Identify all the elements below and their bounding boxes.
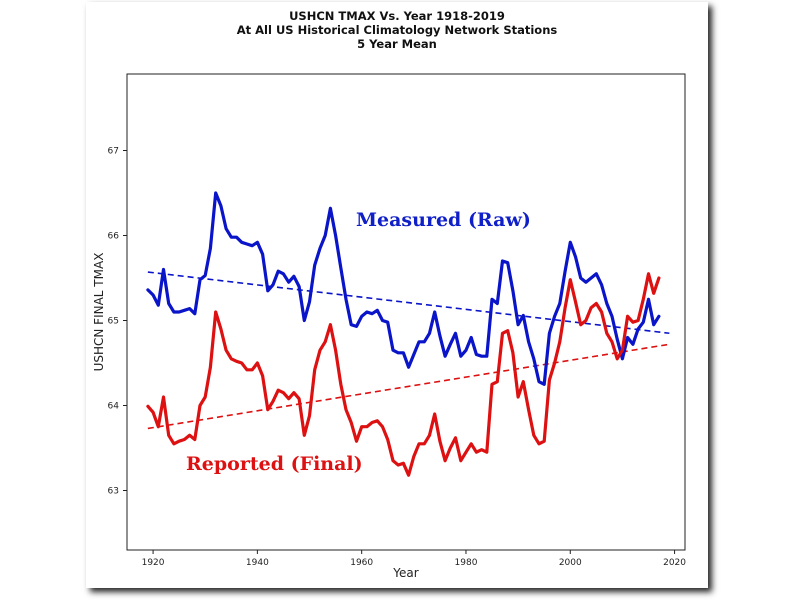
y-tick-label: 65	[108, 317, 119, 327]
series-lines	[146, 191, 661, 477]
y-axis-label: USHCN FINAL TMAX	[92, 253, 106, 372]
trend-line-0	[147, 271, 670, 335]
chart-subtitle-2: 5 Year Mean	[357, 37, 437, 51]
measured-raw-annotation: Measured (Raw)	[356, 209, 531, 231]
x-tick-label: 1980	[455, 558, 478, 568]
x-axis-ticks: 1920 1940 1960 1980 2000 2020	[142, 550, 686, 568]
chart-subtitle: At All US Historical Climatology Network…	[236, 23, 558, 37]
y-tick-label: 67	[108, 147, 119, 157]
trend-line-1	[147, 343, 670, 430]
series-line-1	[146, 272, 661, 477]
x-tick-label: 2000	[559, 558, 582, 568]
reported-final-annotation: Reported (Final)	[186, 453, 363, 475]
y-tick-label: 66	[108, 232, 120, 242]
y-tick-label: 64	[108, 402, 120, 412]
x-axis-label: Year	[392, 566, 418, 580]
plot-area	[126, 73, 686, 551]
trend-lines	[147, 271, 670, 430]
x-tick-label: 1940	[246, 558, 269, 568]
chart-titles: USHCN TMAX Vs. Year 1918-2019 At All US …	[86, 9, 708, 51]
x-tick-label: 1960	[350, 558, 373, 568]
chart-title: USHCN TMAX Vs. Year 1918-2019	[289, 9, 505, 23]
series-line-0	[146, 191, 661, 386]
y-tick-label: 63	[108, 487, 119, 497]
y-axis-ticks: 63 64 65 66 67	[108, 147, 127, 497]
x-tick-label: 1920	[142, 558, 165, 568]
x-tick-label: 2020	[663, 558, 686, 568]
